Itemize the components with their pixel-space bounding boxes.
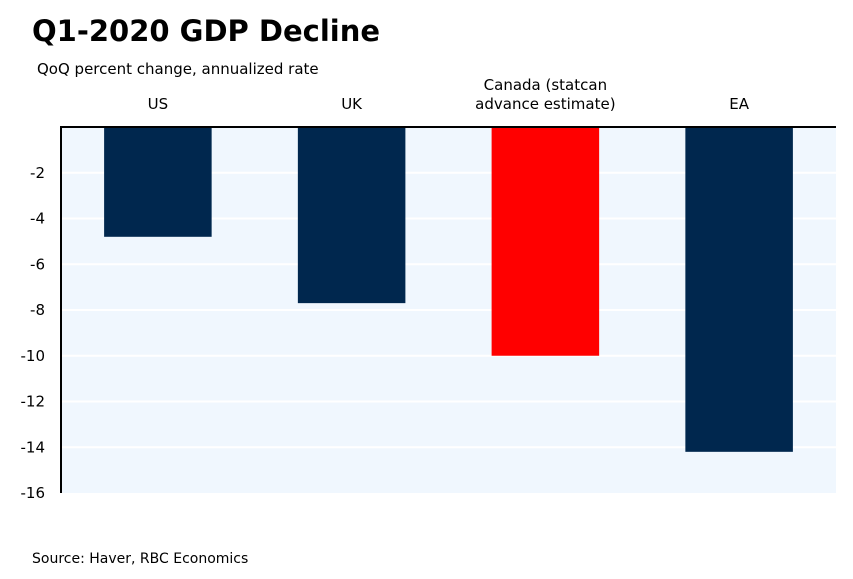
bar-canada — [491, 127, 600, 356]
y-tick-label: -12 — [21, 393, 46, 411]
bar-ea — [685, 127, 793, 452]
source-note: Source: Haver, RBC Economics — [32, 551, 249, 567]
bar-uk — [297, 127, 406, 304]
y-tick-label: -16 — [21, 484, 46, 502]
bars — [104, 127, 793, 452]
chart-title: Q1-2020 GDP Decline — [32, 14, 381, 48]
y-tick-label: -6 — [30, 255, 45, 273]
chart-subtitle: QoQ percent change, annualized rate — [37, 60, 319, 78]
category-label: EA — [729, 95, 749, 113]
category-label: Canada (statcan advance estimate) — [475, 76, 615, 113]
axes — [60, 126, 836, 493]
y-tick-labels: -2 -4 -6 -8 -10 -12 -14 -16 — [21, 164, 46, 502]
y-tick-label: -14 — [21, 438, 46, 456]
bar-us — [104, 127, 212, 237]
category-labels: US UK Canada (statcan advance estimate) EA — [148, 76, 750, 113]
y-tick-label: -8 — [30, 301, 45, 319]
y-tick-label: -2 — [30, 164, 45, 182]
y-tick-label: -4 — [30, 210, 45, 228]
y-tick-label: -10 — [21, 347, 46, 365]
category-label: US — [148, 95, 169, 113]
category-label: UK — [341, 95, 363, 113]
